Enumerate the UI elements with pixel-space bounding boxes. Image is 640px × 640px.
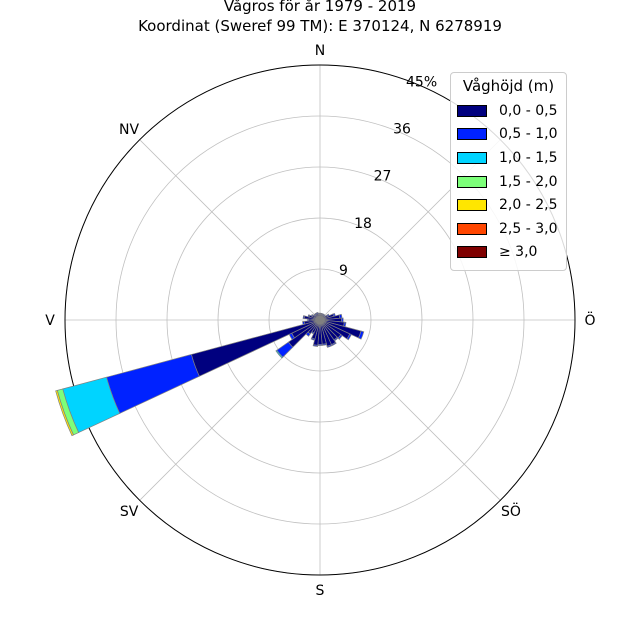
- legend-swatch: [457, 104, 487, 117]
- direction-label: SÖ: [501, 502, 521, 520]
- legend-entry: 2,0 - 2,5: [457, 193, 560, 217]
- wave-bar-segment: [316, 311, 319, 315]
- radial-tick-label: 45%: [406, 74, 437, 90]
- legend-entry: ≥ 3,0: [457, 241, 560, 265]
- legend-title: Våghöjd (m): [462, 77, 555, 95]
- chart-title: Vågros för år 1979 - 2019: [223, 0, 417, 15]
- legend-label: 0,0 - 0,5: [499, 102, 558, 119]
- direction-label: N: [315, 43, 325, 59]
- wave-bar-segment: [312, 344, 319, 347]
- wave-rose-bars: [55, 311, 365, 437]
- legend-entry: 1,5 - 2,0: [457, 170, 560, 194]
- direction-label: SV: [120, 504, 139, 520]
- legend-label: 2,0 - 2,5: [499, 197, 558, 214]
- legend-label: ≥ 3,0: [499, 244, 538, 261]
- legend: Våghöjd (m) 0,0 - 0,5 0,5 - 1,0 1,0 - 1,5 1…: [450, 72, 567, 272]
- direction-label: NV: [119, 122, 139, 138]
- legend-entry: 0,0 - 0,5: [457, 99, 560, 123]
- wave-bar-segment: [275, 349, 284, 359]
- wave-bar-segment: [326, 344, 333, 348]
- wave-bar-segment: [310, 337, 316, 341]
- radial-tick-label: 27: [374, 169, 392, 185]
- wave-bar-segment: [55, 389, 74, 437]
- wave-bar-segment: [190, 319, 321, 377]
- legend-label: 2,5 - 3,0: [499, 220, 558, 237]
- chart-subtitle: Koordinat (Sweref 99 TM): E 370124, N 62…: [138, 17, 502, 35]
- chart-labels: 9 18 27 36 45% N NV V SV S SÖ Ö: [45, 43, 595, 599]
- direction-label: Ö: [584, 311, 595, 329]
- legend-swatch: [457, 128, 487, 141]
- wave-bar-segment: [346, 333, 352, 341]
- legend-entries: 0,0 - 0,5 0,5 - 1,0 1,0 - 1,5 1,5 - 2,0 2,0 …: [457, 99, 560, 264]
- wave-bar-segment: [337, 334, 343, 340]
- legend-entry: 0,5 - 1,0: [457, 123, 560, 147]
- wave-bar-segment: [338, 313, 343, 319]
- wave-bar-segment: [317, 312, 320, 315]
- legend-label: 1,0 - 1,5: [499, 149, 558, 166]
- wave-bar-segment: [358, 330, 365, 340]
- legend-swatch: [457, 246, 487, 259]
- wave-bar-segment: [302, 321, 306, 325]
- grid-spoke: [139, 139, 321, 321]
- direction-label: S: [316, 583, 325, 599]
- radial-tick-label: 36: [393, 122, 411, 138]
- wave-bar-segment: [310, 313, 314, 317]
- legend-swatch: [457, 175, 487, 188]
- legend-entry: 1,0 - 1,5: [457, 146, 560, 170]
- direction-label: V: [45, 313, 55, 329]
- polar-frame: [64, 64, 576, 576]
- wave-bar-segment: [307, 314, 311, 318]
- wave-bar-segment: [302, 315, 306, 319]
- legend-entry: 2,5 - 3,0: [457, 217, 560, 241]
- radial-tick-label: 18: [354, 216, 372, 232]
- wave-bar-segment: [341, 317, 344, 323]
- legend-label: 1,5 - 2,0: [499, 173, 558, 190]
- legend-label: 0,5 - 1,0: [499, 126, 558, 143]
- legend-swatch: [457, 222, 487, 235]
- polar-grid: [64, 64, 576, 576]
- radial-tick-label: 9: [339, 263, 348, 279]
- wave-bar-segment: [317, 343, 323, 346]
- grid-spoke: [319, 319, 501, 501]
- legend-swatch: [457, 199, 487, 212]
- legend-swatch: [457, 151, 487, 164]
